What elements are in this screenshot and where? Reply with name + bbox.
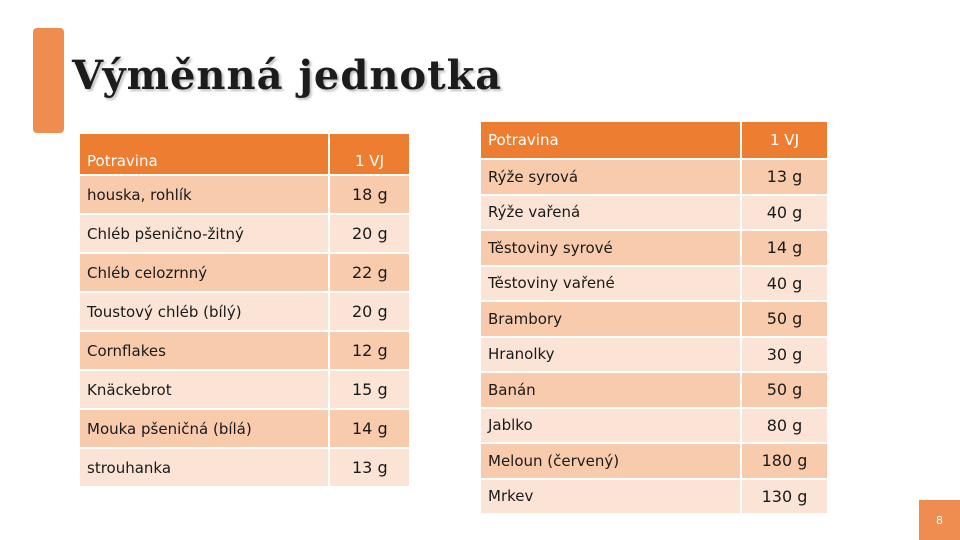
food-name: houska, rohlík (78, 174, 330, 215)
food-name: Hranolky (479, 335, 742, 373)
table-row: Chléb pšenično-žitný 20 g (78, 213, 411, 254)
food-name: Chléb pšenično-žitný (78, 213, 330, 254)
page-number: 8 (936, 513, 943, 527)
food-name: Jablko (479, 406, 742, 444)
header-unit: 1 VJ (328, 132, 411, 176)
table-row: Rýže syrová 13 g (479, 158, 829, 196)
food-name: Těstoviny vařené (479, 264, 742, 302)
food-amount: 80 g (740, 406, 829, 444)
food-amount: 130 g (740, 477, 829, 515)
header-unit: 1 VJ (740, 120, 829, 160)
food-name: Chléb celozrnný (78, 252, 330, 293)
right-food-table: Potravina 1 VJ Rýže syrová 13 g Rýže vaře… (479, 120, 829, 515)
table-row: Rýže vařená 40 g (479, 193, 829, 231)
table-row: Jablko 80 g (479, 406, 829, 444)
food-amount: 18 g (328, 174, 411, 215)
food-name: Banán (479, 371, 742, 409)
title-accent-bar (33, 28, 64, 133)
table-row: Mouka pšeničná (bílá) 14 g (78, 408, 411, 449)
page-number-badge: 8 (919, 500, 960, 540)
food-amount: 30 g (740, 335, 829, 373)
table-row: strouhanka 13 g (78, 447, 411, 488)
slide-title: Výměnná jednotka (72, 52, 503, 99)
food-amount: 14 g (740, 229, 829, 267)
food-name: Cornflakes (78, 330, 330, 371)
food-name: Rýže vařená (479, 193, 742, 231)
table-row: Hranolky 30 g (479, 335, 829, 373)
food-name: Rýže syrová (479, 158, 742, 196)
food-name: Mrkev (479, 477, 742, 515)
food-name: Mouka pšeničná (bílá) (78, 408, 330, 449)
food-amount: 180 g (740, 442, 829, 480)
table-row: Těstoviny syrové 14 g (479, 229, 829, 267)
food-amount: 40 g (740, 264, 829, 302)
table-row: Toustový chléb (bílý) 20 g (78, 291, 411, 332)
table-row: Těstoviny vařené 40 g (479, 264, 829, 302)
food-name: strouhanka (78, 447, 330, 488)
food-name: Těstoviny syrové (479, 229, 742, 267)
table-row: Chléb celozrnný 22 g (78, 252, 411, 293)
food-amount: 15 g (328, 369, 411, 410)
table-header-row: Potravina 1 VJ (78, 132, 411, 176)
food-name: Knäckebrot (78, 369, 330, 410)
food-amount: 20 g (328, 213, 411, 254)
food-amount: 14 g (328, 408, 411, 449)
table-row: houska, rohlík 18 g (78, 174, 411, 215)
food-amount: 50 g (740, 371, 829, 409)
food-amount: 13 g (740, 158, 829, 196)
food-amount: 22 g (328, 252, 411, 293)
table-header-row: Potravina 1 VJ (479, 120, 829, 160)
header-food: Potravina (78, 132, 330, 176)
food-amount: 50 g (740, 300, 829, 338)
food-amount: 13 g (328, 447, 411, 488)
left-food-table: Potravina 1 VJ houska, rohlík 18 g Chléb … (78, 132, 411, 488)
food-name: Toustový chléb (bílý) (78, 291, 330, 332)
table-row: Meloun (červený) 180 g (479, 442, 829, 480)
table-row: Banán 50 g (479, 371, 829, 409)
food-amount: 20 g (328, 291, 411, 332)
table-row: Mrkev 130 g (479, 477, 829, 515)
table-row: Cornflakes 12 g (78, 330, 411, 371)
food-amount: 12 g (328, 330, 411, 371)
food-name: Meloun (červený) (479, 442, 742, 480)
header-food: Potravina (479, 120, 742, 160)
food-name: Brambory (479, 300, 742, 338)
table-row: Knäckebrot 15 g (78, 369, 411, 410)
table-row: Brambory 50 g (479, 300, 829, 338)
food-amount: 40 g (740, 193, 829, 231)
